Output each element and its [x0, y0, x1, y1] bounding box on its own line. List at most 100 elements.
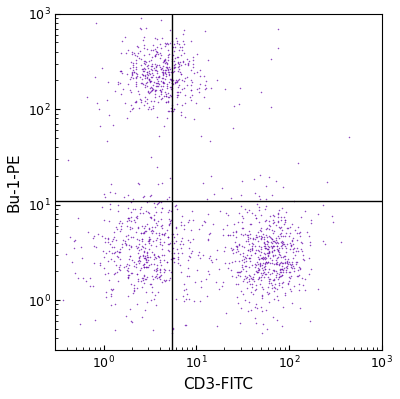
- Point: [278, 284, 285, 290]
- Point: [141, 102, 147, 108]
- Point: [116, 228, 123, 234]
- Point: [286, 259, 292, 265]
- Point: [185, 60, 191, 67]
- Point: [68, 259, 75, 266]
- Point: [258, 249, 264, 255]
- Point: [178, 112, 184, 119]
- Point: [168, 69, 174, 75]
- Point: [172, 44, 178, 50]
- Point: [152, 61, 158, 67]
- Point: [260, 255, 267, 261]
- Point: [259, 308, 265, 314]
- Point: [123, 49, 129, 56]
- Point: [262, 259, 268, 266]
- Point: [245, 235, 251, 242]
- Point: [265, 253, 271, 259]
- Point: [144, 264, 151, 271]
- Point: [308, 220, 314, 226]
- Point: [128, 199, 135, 205]
- Point: [168, 38, 175, 44]
- Point: [282, 253, 289, 259]
- Point: [125, 256, 132, 262]
- Point: [162, 88, 168, 95]
- Point: [187, 239, 194, 245]
- Point: [266, 233, 272, 239]
- Point: [148, 53, 155, 60]
- Point: [281, 256, 288, 262]
- Point: [175, 254, 182, 260]
- Point: [258, 274, 264, 280]
- Point: [269, 192, 276, 198]
- Point: [166, 222, 172, 228]
- Point: [260, 260, 266, 266]
- Point: [130, 62, 136, 68]
- Point: [271, 243, 277, 249]
- Point: [281, 290, 288, 296]
- Point: [138, 265, 144, 271]
- Point: [270, 217, 276, 223]
- Point: [249, 247, 256, 253]
- Point: [279, 263, 286, 269]
- Point: [258, 212, 264, 219]
- Point: [186, 58, 192, 65]
- Point: [241, 206, 248, 213]
- Point: [174, 246, 180, 252]
- Point: [188, 67, 194, 73]
- Point: [287, 261, 293, 267]
- Point: [228, 245, 234, 251]
- Point: [167, 217, 174, 224]
- Point: [124, 223, 130, 229]
- Point: [323, 179, 330, 186]
- Point: [163, 99, 169, 105]
- Point: [270, 219, 276, 226]
- Point: [118, 90, 124, 97]
- Point: [274, 246, 280, 252]
- Point: [276, 262, 282, 268]
- Point: [141, 52, 148, 59]
- Point: [160, 57, 167, 64]
- Point: [140, 244, 146, 251]
- Point: [144, 250, 151, 256]
- Point: [237, 269, 244, 275]
- Point: [127, 306, 134, 312]
- Point: [148, 87, 155, 93]
- Point: [248, 246, 255, 253]
- Point: [144, 71, 150, 77]
- Point: [133, 79, 139, 85]
- Point: [151, 296, 157, 302]
- Point: [124, 273, 131, 280]
- Point: [253, 232, 260, 239]
- Point: [180, 50, 187, 56]
- X-axis label: CD3-FITC: CD3-FITC: [184, 377, 254, 392]
- Point: [250, 241, 256, 247]
- Point: [130, 206, 136, 213]
- Point: [257, 261, 264, 267]
- Point: [266, 276, 272, 282]
- Point: [272, 268, 279, 274]
- Point: [272, 252, 278, 259]
- Point: [258, 236, 264, 243]
- Point: [96, 262, 103, 268]
- Point: [242, 254, 249, 261]
- Point: [181, 78, 188, 84]
- Point: [176, 241, 183, 247]
- Point: [278, 239, 284, 245]
- Point: [306, 233, 312, 239]
- Point: [269, 240, 275, 246]
- Point: [150, 103, 156, 110]
- Point: [245, 238, 251, 245]
- Point: [152, 292, 158, 298]
- Point: [137, 210, 144, 216]
- Point: [259, 291, 265, 298]
- Point: [248, 252, 254, 259]
- Point: [236, 85, 243, 91]
- Point: [153, 273, 159, 279]
- Point: [141, 45, 148, 51]
- Point: [152, 254, 158, 260]
- Point: [156, 267, 163, 273]
- Point: [150, 47, 156, 53]
- Point: [160, 79, 166, 86]
- Point: [261, 239, 267, 245]
- Point: [258, 277, 264, 283]
- Point: [202, 276, 209, 282]
